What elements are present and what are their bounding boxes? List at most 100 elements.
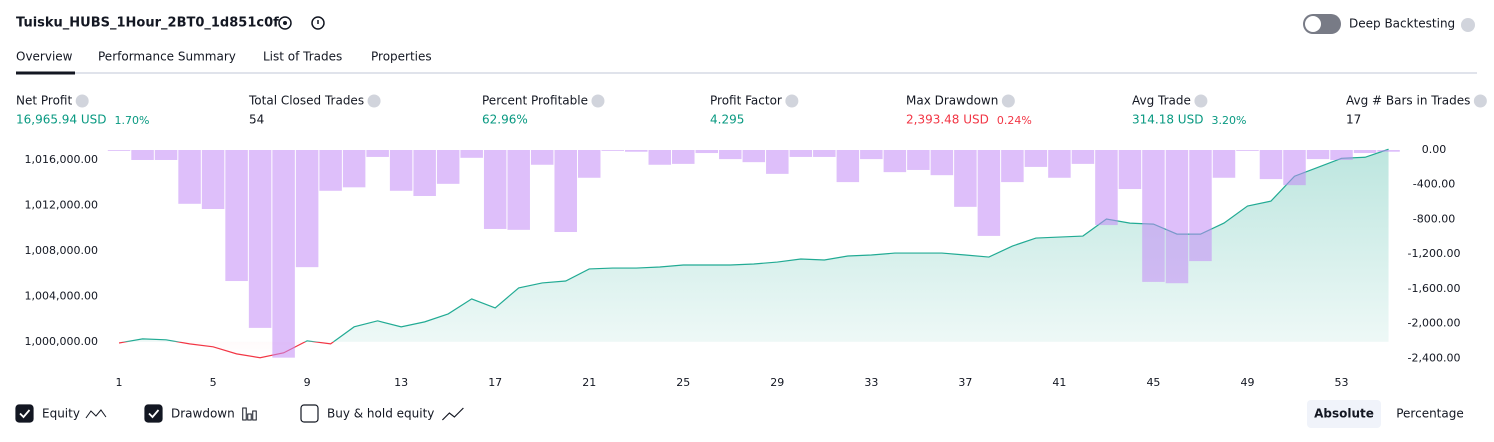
metric-value: 62.96% — [482, 113, 528, 127]
tab[interactable]: Performance Summary — [98, 50, 236, 64]
deep-backtesting-label: Deep Backtesting — [1349, 17, 1455, 31]
metric-label: Net Profit — [16, 94, 72, 108]
x-tick-label: 53 — [1335, 376, 1349, 389]
drawdown-bar — [366, 150, 389, 157]
metric-label: Avg Trade — [1132, 94, 1191, 108]
x-tick-label: 21 — [582, 376, 596, 389]
drawdown-bar — [1377, 150, 1400, 152]
drawdown-bar — [789, 150, 813, 157]
y2-tick-label: -800.00 — [1413, 212, 1455, 225]
drawdown-bar — [766, 150, 789, 174]
drawdown-bar — [272, 150, 295, 358]
mode-active-bg — [1307, 400, 1381, 428]
drawdown-bar — [1330, 150, 1353, 160]
metric-label: Profit Factor — [710, 94, 782, 108]
alert-icon[interactable] — [311, 16, 325, 30]
drawdown-legend-icon — [247, 413, 252, 421]
drawdown-bar — [154, 150, 178, 160]
checkbox[interactable] — [15, 404, 34, 423]
x-tick-label: 33 — [864, 376, 878, 389]
drawdown-legend-icon — [242, 407, 247, 421]
y2-tick-label: -1,600.00 — [1408, 282, 1461, 295]
info-icon[interactable] — [1001, 94, 1015, 108]
x-tick-label: 45 — [1146, 376, 1160, 389]
drawdown-bar — [1095, 150, 1118, 226]
drawdown-bar — [577, 150, 601, 178]
drawdown-legend-icon — [252, 410, 257, 421]
drawdown-bar — [930, 150, 954, 176]
x-tick-label: 37 — [958, 376, 972, 389]
x-tick-label: 17 — [488, 376, 502, 389]
drawdown-bar — [107, 150, 131, 151]
drawdown-bar — [295, 150, 319, 268]
info-icon[interactable] — [75, 94, 89, 108]
info-icon[interactable] — [591, 94, 605, 108]
metric-percent: 3.20% — [1211, 114, 1246, 127]
strategy-title: Tuisku_HUBS_1Hour_2BT0_1d851c0f — [16, 16, 279, 31]
drawdown-bar — [248, 150, 272, 328]
metric-value: 54 — [249, 113, 264, 127]
drawdown-bar — [436, 150, 460, 184]
checkmark — [19, 409, 31, 419]
drawdown-bar — [1071, 150, 1095, 164]
checkbox[interactable] — [300, 404, 319, 423]
info-icon[interactable] — [1473, 94, 1487, 108]
drawdown-bar — [319, 150, 342, 191]
drawdown-bar — [1165, 150, 1189, 284]
drawdown-bar — [907, 150, 930, 170]
drawdown-bar — [672, 150, 695, 164]
x-tick-label: 49 — [1240, 376, 1254, 389]
switch-knob — [1305, 16, 1321, 32]
drawdown-bar — [225, 150, 248, 282]
drawdown-bar — [813, 150, 836, 157]
drawdown-bar — [342, 150, 366, 188]
drawdown-bar — [178, 150, 201, 204]
drawdown-bar — [836, 150, 860, 183]
checkmark — [148, 409, 160, 419]
info-icon[interactable] — [1194, 94, 1208, 108]
info-icon[interactable] — [367, 94, 381, 108]
info-icon[interactable] — [785, 94, 799, 108]
drawdown-bar — [1306, 150, 1330, 160]
drawdown-bar — [1283, 150, 1306, 186]
drawdown-bar — [1353, 150, 1377, 154]
equity-legend-icon — [85, 409, 107, 419]
drawdown-bar — [460, 150, 483, 158]
drawdown-bar — [554, 150, 577, 233]
checkbox[interactable] — [144, 404, 163, 423]
drawdown-bar — [648, 150, 672, 165]
tab[interactable]: Properties — [371, 50, 432, 64]
y-tick-label: 1,000,000.00 — [25, 335, 98, 348]
metric-value: 314.18 USD — [1132, 113, 1203, 127]
x-tick-label: 29 — [770, 376, 784, 389]
drawdown-bar — [954, 150, 977, 207]
metric-percent: 1.70% — [115, 114, 150, 127]
mode-button[interactable]: Absolute — [1314, 407, 1374, 421]
drawdown-bar — [413, 150, 436, 196]
metric-value: 4.295 — [710, 113, 744, 127]
drawdown-bar — [1048, 150, 1071, 178]
tab[interactable]: Overview — [16, 50, 73, 64]
y2-tick-label: -1,200.00 — [1408, 247, 1461, 260]
drawdown-bar — [1259, 150, 1283, 180]
mode-button[interactable]: Percentage — [1396, 407, 1464, 421]
y2-tick-label: -2,000.00 — [1408, 317, 1461, 330]
drawdown-bar — [742, 150, 766, 163]
equity-line-loss — [118, 341, 335, 359]
x-tick-label: 13 — [394, 376, 408, 389]
metric-label: Percent Profitable — [482, 94, 588, 108]
metric-value: 16,965.94 USD — [16, 113, 107, 127]
y2-tick-label: -2,400.00 — [1408, 351, 1461, 364]
equity-area-loss — [119, 341, 1389, 358]
x-tick-label: 1 — [116, 376, 123, 389]
metric-label: Avg # Bars in Trades — [1346, 94, 1470, 108]
legend-drawdown: Drawdown — [171, 407, 235, 421]
drawdown-bar — [1142, 150, 1165, 282]
drawdown-bar — [977, 150, 1001, 236]
settings-icon[interactable] — [278, 16, 292, 30]
drawdown-bar — [1024, 150, 1048, 167]
help-icon[interactable] — [1461, 18, 1475, 32]
equity-area — [125, 149, 1389, 342]
tab[interactable]: List of Trades — [263, 50, 342, 64]
